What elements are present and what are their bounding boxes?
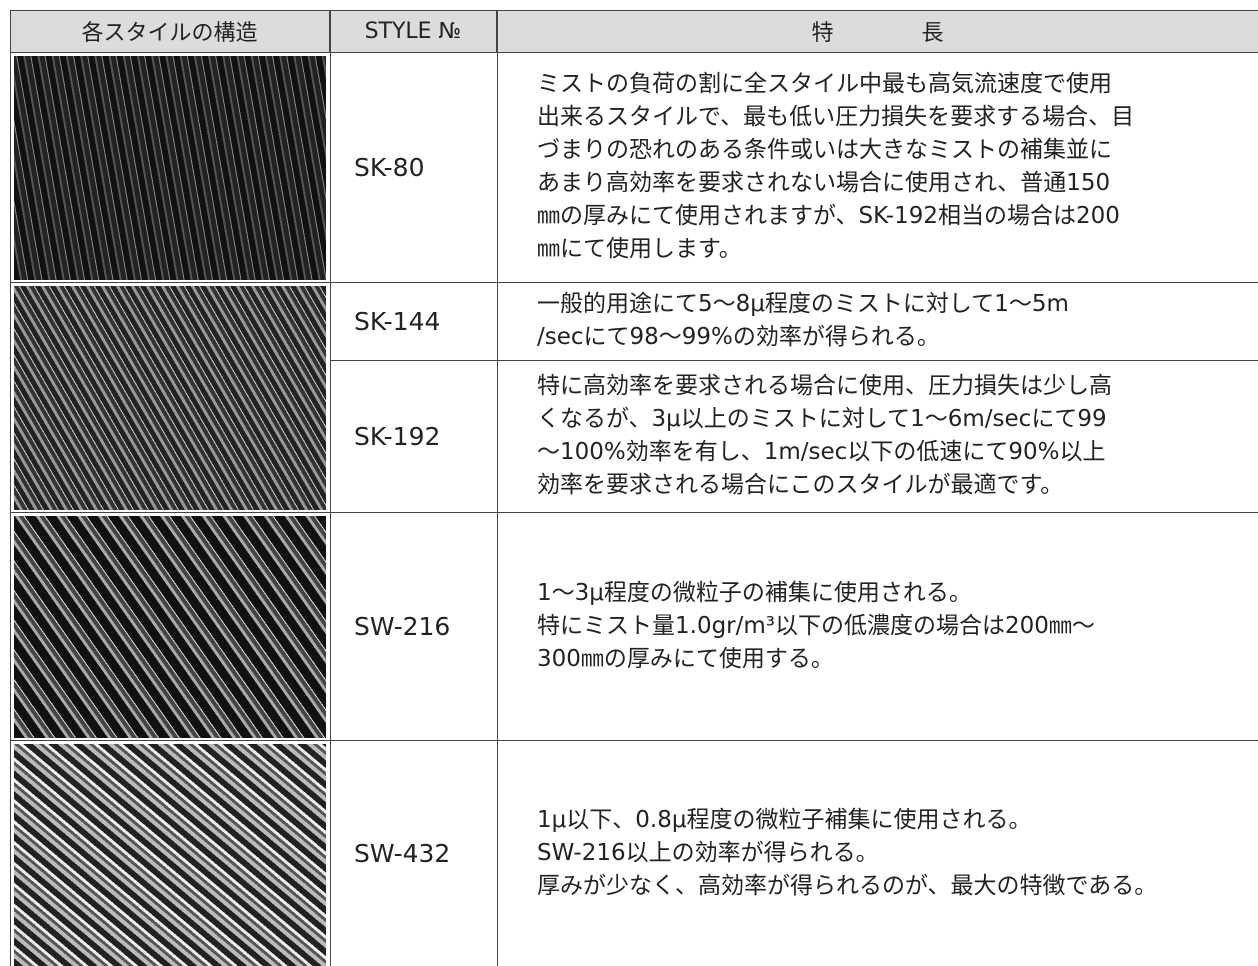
description: 特に高効率を要求される場合に使用、圧力損失は少し高 くなるが、3μ以上のミストに対… (497, 360, 1258, 512)
text-line: くなるが、3μ以上のミストに対して1～6m/secにて99 (537, 406, 1107, 432)
text-line: 一般的用途にて5～8μ程度のミストに対して1～5m (537, 291, 1069, 317)
header-cell: 特 長 (497, 10, 1258, 52)
rule (497, 10, 498, 966)
style-number: SK-192 (354, 421, 441, 451)
text-line: 厚みが少なく、高効率が得られるのが、最大の特徴である。 (537, 872, 1158, 899)
description: 1～3μ程度の微粒子の補集に使用される。特にミスト量1.0gr/m³以下の低濃度… (497, 512, 1258, 740)
text-line: 300㎜の厚みにて使用する。 (537, 645, 834, 672)
text-line: 特にミスト量1.0gr/m³以下の低濃度の場合は200㎜～ (537, 612, 1095, 639)
text-line: ㎜の厚みにて使用されますが、SK-192相当の場合は200 (537, 203, 1120, 229)
rule (10, 10, 11, 966)
mesh-image (14, 744, 326, 966)
text-line: /secにて98～99%の効率が得られる。 (537, 324, 940, 350)
rule (330, 10, 331, 966)
text-line: ミストの負荷の割に全スタイル中最も高気流速度で使用 (537, 71, 1112, 97)
header-cell: 各スタイルの構造 (10, 10, 330, 52)
mesh-image (14, 516, 326, 738)
rule (330, 360, 1258, 361)
text-line: ㎜にて使用します。 (537, 236, 742, 262)
rule (10, 740, 1258, 741)
header-cell: STYLE № (330, 10, 497, 52)
text-line: ～100%効率を有し、1m/sec以下の低速にて90%以上 (537, 439, 1106, 465)
style-number: SW-216 (354, 611, 451, 641)
style-number: SK-80 (354, 152, 425, 182)
mesh-image (14, 286, 326, 510)
text-line: あまり高効率を要求されない場合に使用され、普通150 (537, 170, 1111, 196)
text-line: 出来るスタイルで、最も低い圧力損失を要求する場合、目 (537, 104, 1135, 130)
rule (10, 10, 1258, 11)
description: 一般的用途にて5～8μ程度のミストに対して1～5m/secにて98～99%の効率… (497, 282, 1258, 360)
text-line: づまりの恐れのある条件或いは大きなミストの補集並に (537, 137, 1112, 163)
text-line: 1μ以下、0.8μ程度の微粒子補集に使用される。 (537, 806, 1032, 833)
style-number: SK-144 (354, 306, 441, 336)
rule (10, 52, 1258, 53)
rule (10, 512, 1258, 513)
style-number: SW-432 (354, 838, 451, 868)
text-line: SW-216以上の効率が得られる。 (537, 839, 879, 866)
description: 1μ以下、0.8μ程度の微粒子補集に使用される。 SW-216以上の効率が得られる… (497, 740, 1258, 966)
mesh-image (14, 56, 326, 280)
rule (10, 282, 1258, 283)
text-line: 1～3μ程度の微粒子の補集に使用される。 (537, 579, 972, 606)
text-line: 特に高効率を要求される場合に使用、圧力損失は少し高 (537, 373, 1112, 399)
description: ミストの負荷の割に全スタイル中最も高気流速度で使用 出来るスタイルで、最も低い圧力… (497, 52, 1258, 282)
text-line: 効率を要求される場合にこのスタイルが最適です。 (537, 472, 1064, 498)
